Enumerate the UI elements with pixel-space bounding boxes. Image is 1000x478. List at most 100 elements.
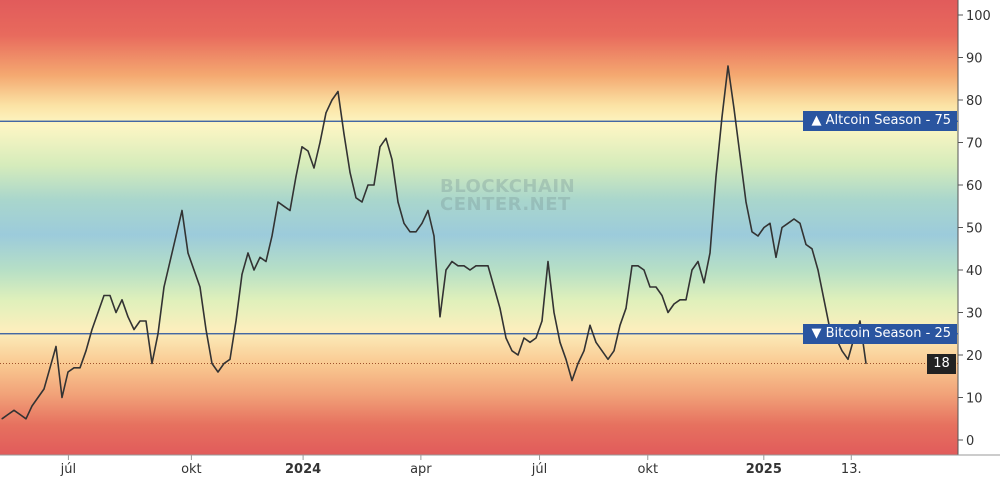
data-point bbox=[787, 222, 789, 224]
series-line bbox=[1, 65, 867, 420]
data-point bbox=[799, 222, 801, 224]
data-point bbox=[817, 269, 819, 271]
data-point bbox=[613, 350, 615, 352]
data-point bbox=[241, 273, 243, 275]
data-point bbox=[1, 418, 3, 420]
data-point bbox=[79, 367, 81, 369]
data-point bbox=[709, 252, 711, 254]
y-tick-label: 30 bbox=[966, 307, 983, 322]
data-point bbox=[265, 260, 267, 263]
data-point bbox=[157, 333, 159, 335]
y-tick-label: 40 bbox=[966, 264, 983, 279]
data-point bbox=[577, 362, 579, 365]
data-point bbox=[679, 299, 681, 301]
y-tick-label: 50 bbox=[966, 222, 983, 237]
data-point bbox=[217, 371, 219, 373]
data-point bbox=[433, 235, 435, 237]
data-point bbox=[481, 265, 483, 267]
data-point bbox=[349, 171, 351, 173]
data-point bbox=[721, 116, 723, 118]
data-point bbox=[499, 307, 501, 309]
data-point bbox=[607, 358, 609, 360]
y-tick-label: 70 bbox=[966, 137, 983, 152]
data-point bbox=[541, 320, 543, 322]
data-point bbox=[739, 154, 741, 156]
data-point bbox=[169, 260, 171, 263]
data-point bbox=[751, 231, 753, 233]
data-point bbox=[229, 358, 231, 360]
data-point bbox=[223, 362, 225, 365]
data-point bbox=[781, 226, 783, 229]
bitcoin-season-label: ▼ Bitcoin Season - 25 bbox=[803, 323, 957, 344]
data-point bbox=[865, 362, 867, 365]
data-point bbox=[523, 337, 525, 339]
data-point bbox=[319, 141, 321, 144]
data-point bbox=[583, 350, 585, 352]
data-point bbox=[295, 175, 297, 178]
data-point bbox=[757, 235, 759, 237]
data-point bbox=[19, 413, 21, 416]
data-point bbox=[103, 294, 105, 297]
data-point bbox=[763, 226, 765, 229]
data-point bbox=[379, 146, 381, 148]
y-tick-label: 10 bbox=[966, 392, 983, 407]
data-point bbox=[445, 269, 447, 271]
data-point bbox=[163, 286, 165, 288]
data-point bbox=[601, 350, 603, 352]
data-point bbox=[343, 133, 345, 135]
x-tick-label: 2024 bbox=[285, 462, 321, 477]
data-point bbox=[745, 201, 747, 203]
altcoin-season-label: ▲ Altcoin Season - 75 bbox=[803, 111, 957, 132]
data-point bbox=[427, 209, 429, 212]
data-point bbox=[181, 209, 183, 212]
data-point bbox=[145, 320, 147, 322]
data-point bbox=[247, 252, 249, 254]
data-point bbox=[655, 286, 657, 288]
data-point bbox=[673, 303, 675, 305]
y-tick-label: 20 bbox=[966, 349, 983, 364]
data-point bbox=[631, 265, 633, 267]
data-point bbox=[559, 341, 561, 343]
data-point bbox=[589, 324, 591, 326]
data-point bbox=[529, 341, 531, 343]
data-point bbox=[511, 350, 513, 352]
data-point bbox=[91, 328, 93, 331]
data-point bbox=[283, 205, 285, 207]
data-point bbox=[13, 409, 15, 411]
data-point bbox=[697, 260, 699, 263]
data-point bbox=[391, 158, 393, 161]
data-point bbox=[67, 371, 69, 373]
data-point bbox=[505, 337, 507, 339]
data-point bbox=[397, 201, 399, 203]
data-point bbox=[769, 222, 771, 224]
data-point bbox=[367, 184, 369, 186]
data-point bbox=[385, 137, 387, 139]
current-value-label: 18 bbox=[927, 353, 956, 374]
data-point bbox=[271, 235, 273, 237]
y-tick-label: 60 bbox=[966, 179, 983, 194]
data-point bbox=[331, 99, 333, 101]
data-point bbox=[535, 337, 537, 339]
data-point bbox=[97, 311, 99, 314]
data-point bbox=[175, 235, 177, 237]
data-point bbox=[373, 184, 375, 186]
data-point bbox=[199, 286, 201, 288]
data-point bbox=[661, 294, 663, 297]
data-point bbox=[847, 358, 849, 360]
data-point bbox=[775, 256, 777, 258]
y-tick-label: 90 bbox=[966, 52, 983, 67]
data-point bbox=[307, 150, 309, 152]
data-point bbox=[553, 311, 555, 314]
x-tick-label: júl bbox=[60, 462, 76, 477]
data-point bbox=[571, 379, 573, 382]
data-point bbox=[337, 90, 339, 93]
data-point bbox=[211, 362, 213, 365]
data-point bbox=[37, 396, 39, 399]
data-point bbox=[811, 248, 813, 250]
data-point bbox=[277, 201, 279, 203]
data-point bbox=[619, 324, 621, 326]
data-point bbox=[49, 367, 51, 369]
data-point bbox=[493, 286, 495, 288]
data-point bbox=[421, 222, 423, 224]
